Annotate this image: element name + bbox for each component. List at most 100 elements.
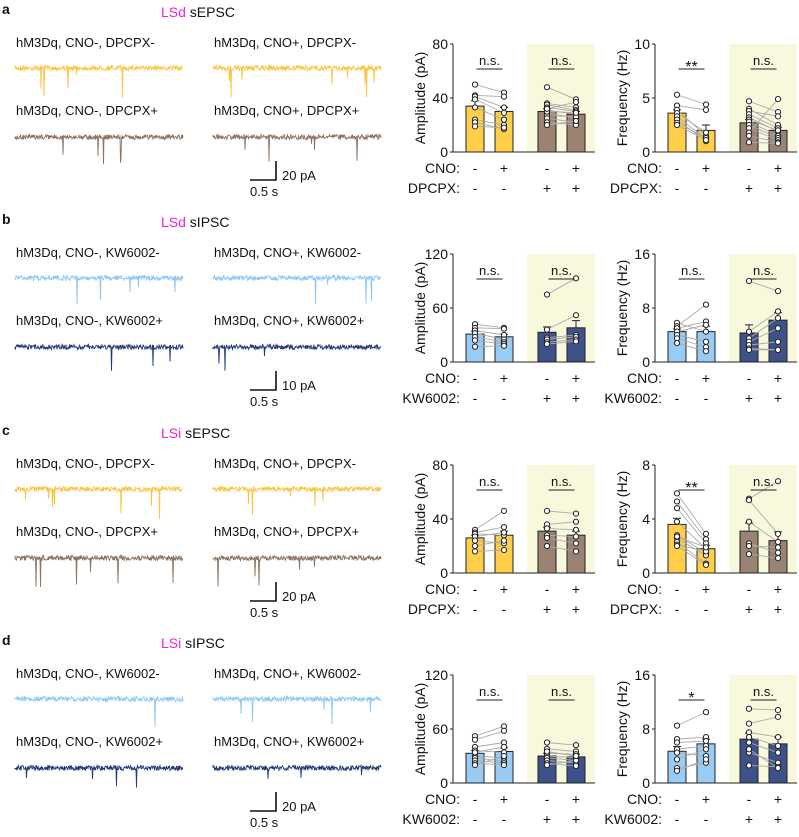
pair-line <box>748 499 779 535</box>
scale-y-label: 20 pA <box>282 589 316 604</box>
condition-sign: + <box>774 180 782 196</box>
scale-bar <box>250 582 277 602</box>
condition-sign: - <box>675 370 680 386</box>
data-point <box>500 529 508 536</box>
condition-sign: - <box>675 791 680 807</box>
data-point <box>774 113 782 120</box>
data-point <box>572 526 580 533</box>
condition-sign: - <box>545 791 550 807</box>
panel-title: LSi sEPSC <box>161 425 230 441</box>
pair-line <box>546 101 577 110</box>
data-point <box>500 104 508 111</box>
data-point <box>774 734 782 741</box>
data-point <box>745 720 753 727</box>
y-tick-label: 80 <box>432 36 448 52</box>
pair-line <box>474 323 505 329</box>
y-tick-label: 8 <box>642 457 650 473</box>
condition-sign: - <box>545 370 550 386</box>
y-tick-label: 80 <box>432 457 448 473</box>
data-point <box>572 752 580 760</box>
pair-line <box>546 334 577 339</box>
condition-sign: + <box>702 370 710 386</box>
condition-label: CNO: <box>627 370 662 386</box>
y-axis-label: Frequency (Hz) <box>614 50 630 146</box>
y-tick-label: 120 <box>425 667 449 683</box>
significance-label: n.s. <box>551 684 572 699</box>
data-point <box>572 510 580 517</box>
pair-line <box>474 730 505 741</box>
pair-line <box>474 84 505 94</box>
data-point <box>745 132 753 139</box>
y-tick-label: 60 <box>432 300 448 316</box>
scale-y-label: 20 pA <box>282 168 316 183</box>
data-point <box>500 743 508 751</box>
significance-label: n.s. <box>753 263 774 278</box>
data-point <box>745 734 753 741</box>
pair-line <box>676 740 707 743</box>
data-point <box>500 109 508 116</box>
current-trace <box>14 274 184 305</box>
significance-label: n.s. <box>551 474 572 489</box>
significance-label: n.s. <box>753 684 774 699</box>
significance-label: n.s. <box>479 684 500 699</box>
pair-line <box>474 540 505 547</box>
y-tick-label: 0 <box>642 565 650 581</box>
data-point <box>673 91 681 98</box>
data-point <box>471 96 479 103</box>
data-point <box>673 505 681 512</box>
pair-line <box>546 510 577 515</box>
y-tick-label: 10 <box>634 36 650 52</box>
pair-line <box>546 339 577 343</box>
pair-line <box>546 340 577 345</box>
data-point <box>471 81 479 88</box>
data-point <box>673 767 681 774</box>
data-point <box>702 106 710 113</box>
recording-type: sEPSC <box>181 425 230 441</box>
condition-sign: + <box>500 370 508 386</box>
data-point <box>500 537 508 544</box>
data-point <box>745 542 753 550</box>
y-tick-label: 40 <box>432 90 448 106</box>
pair-line <box>474 746 505 753</box>
pair-line <box>546 545 577 552</box>
current-trace <box>14 484 184 519</box>
y-tick-label: 8 <box>642 721 650 737</box>
condition-sign: - <box>502 390 507 406</box>
panel-title: LSd sIPSC <box>161 214 230 230</box>
condition-sign: + <box>572 370 580 386</box>
pair-line <box>546 86 577 100</box>
trace-label: hM3Dq, CNO-, KW6002+ <box>16 734 163 749</box>
condition-label: CNO: <box>627 160 662 176</box>
condition-sign: + <box>500 791 508 807</box>
condition-sign: - <box>747 791 752 807</box>
data-point <box>572 518 580 525</box>
data-point <box>572 548 580 555</box>
condition-sign: - <box>473 601 478 617</box>
condition-label: KW6002: <box>604 811 662 827</box>
y-axis-label: Amplitude (pA) <box>412 52 428 145</box>
condition-sign: - <box>502 601 507 617</box>
region-label: LSi <box>161 635 181 651</box>
pair-line <box>546 748 577 752</box>
y-tick-label: 0 <box>440 144 448 160</box>
pair-line <box>676 501 707 540</box>
data-point <box>774 346 782 353</box>
pair-line <box>474 742 505 748</box>
y-axis-label: Amplitude (pA) <box>412 683 428 776</box>
trace-label: hM3Dq, CNO+, DPCPX- <box>214 456 356 471</box>
recording-type: sIPSC <box>181 635 225 651</box>
scale-x-label: 0.5 s <box>250 815 279 830</box>
data-point <box>673 518 681 525</box>
condition-label: DPCPX: <box>610 601 662 617</box>
condition-sign: - <box>747 581 752 597</box>
pair-line <box>474 725 505 737</box>
trace-label: hM3Dq, CNO+, KW6002- <box>214 245 361 260</box>
pair-line <box>546 534 577 537</box>
data-point <box>471 123 479 130</box>
data-point <box>673 340 681 347</box>
data-point <box>572 762 580 769</box>
pair-line <box>474 330 505 336</box>
pair-line <box>676 536 707 548</box>
pair-line <box>676 304 707 327</box>
panel-c: c LSi sEPSC hM3Dq, CNO-, DPCPX-hM3Dq, CNO+… <box>2 422 797 620</box>
